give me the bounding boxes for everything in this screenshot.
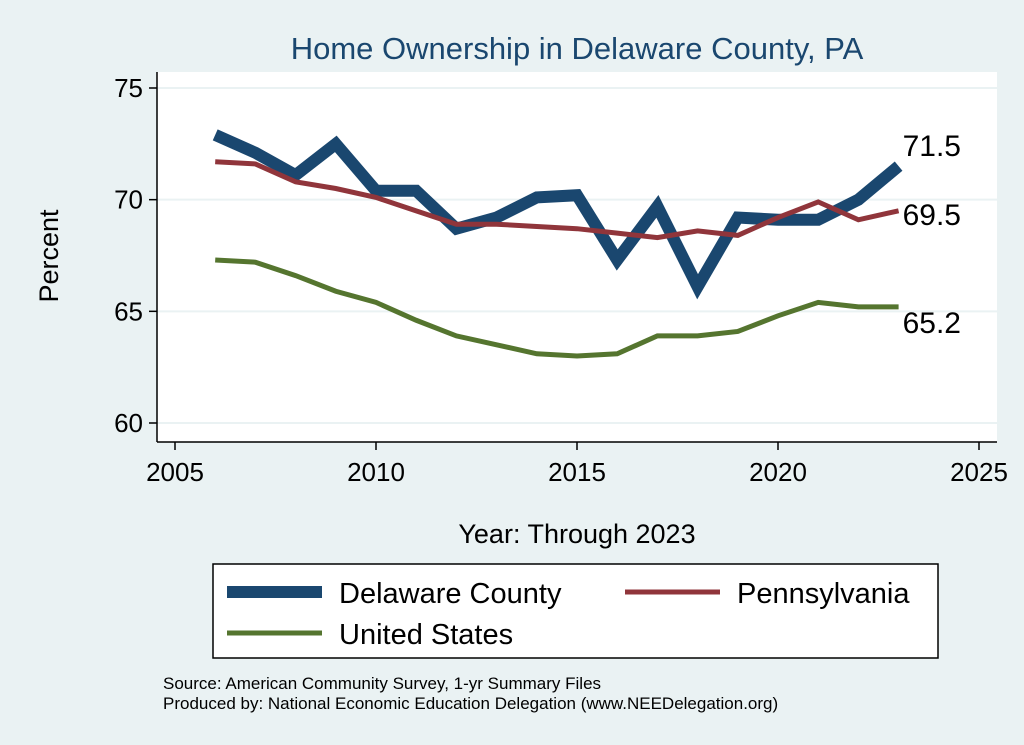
x-tick-label-2010: 2010 — [347, 457, 405, 487]
series-line-delaware-county — [212, 129, 903, 300]
legend — [212, 563, 939, 659]
x-axis-title: Year: Through 2023 — [458, 519, 695, 549]
x-tick-label-2025: 2025 — [950, 457, 1008, 487]
y-tick-label-75: 75 — [114, 73, 143, 103]
y-tick-label-60: 60 — [114, 408, 143, 438]
end-labels: 71.5 69.5 65.2 — [903, 130, 961, 340]
legend-items: Delaware County Pennsylvania United States — [227, 578, 910, 651]
y-axis-title: Percent — [34, 209, 64, 303]
series-line-united-states — [215, 257, 899, 359]
x-tick-label-2005: 2005 — [146, 457, 204, 487]
x-tick-label-2015: 2015 — [548, 457, 606, 487]
y-ticks: 60 65 70 75 — [114, 73, 157, 438]
chart-title: Home Ownership in Delaware County, PA — [291, 31, 864, 66]
legend-label-delaware-county: Delaware County — [339, 578, 562, 610]
end-label-united-states: 65.2 — [903, 307, 961, 340]
legend-label-pennsylvania: Pennsylvania — [737, 578, 910, 610]
series-group — [212, 129, 903, 359]
end-label-delaware-county: 71.5 — [903, 130, 961, 163]
legend-label-united-states: United States — [339, 619, 513, 651]
produced-by-note: Produced by: National Economic Education… — [163, 694, 778, 713]
x-ticks: 2005 2010 2015 2020 2025 — [146, 442, 1008, 487]
y-tick-label-70: 70 — [114, 185, 143, 215]
x-tick-label-2020: 2020 — [749, 457, 807, 487]
source-note: Source: American Community Survey, 1-yr … — [163, 674, 601, 693]
y-tick-label-65: 65 — [114, 296, 143, 326]
series-line-pennsylvania — [215, 159, 900, 241]
end-label-pennsylvania: 69.5 — [903, 199, 961, 232]
plot-area — [157, 72, 997, 442]
